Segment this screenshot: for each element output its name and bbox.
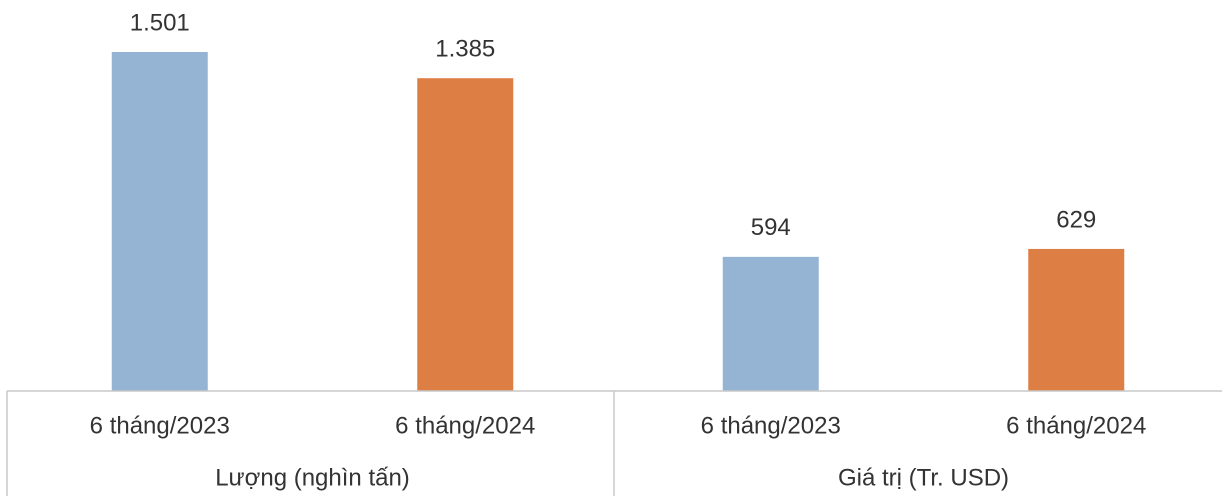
data-label: 594 <box>751 214 791 241</box>
x-tick-label: 6 tháng/2024 <box>1006 412 1146 439</box>
data-label: 1.501 <box>130 9 190 36</box>
data-label: 1.385 <box>435 36 495 63</box>
data-label: 629 <box>1056 206 1096 233</box>
group-label: Giá trị (Tr. USD) <box>838 464 1009 491</box>
bar <box>111 52 208 391</box>
x-tick-label: 6 tháng/2023 <box>90 412 230 439</box>
group-label: Lượng (nghìn tấn) <box>215 464 410 491</box>
bar <box>417 78 514 391</box>
x-tick-label: 6 tháng/2023 <box>701 412 841 439</box>
bar <box>722 256 819 391</box>
bar <box>1028 248 1125 391</box>
x-tick-label: 6 tháng/2024 <box>395 412 535 439</box>
